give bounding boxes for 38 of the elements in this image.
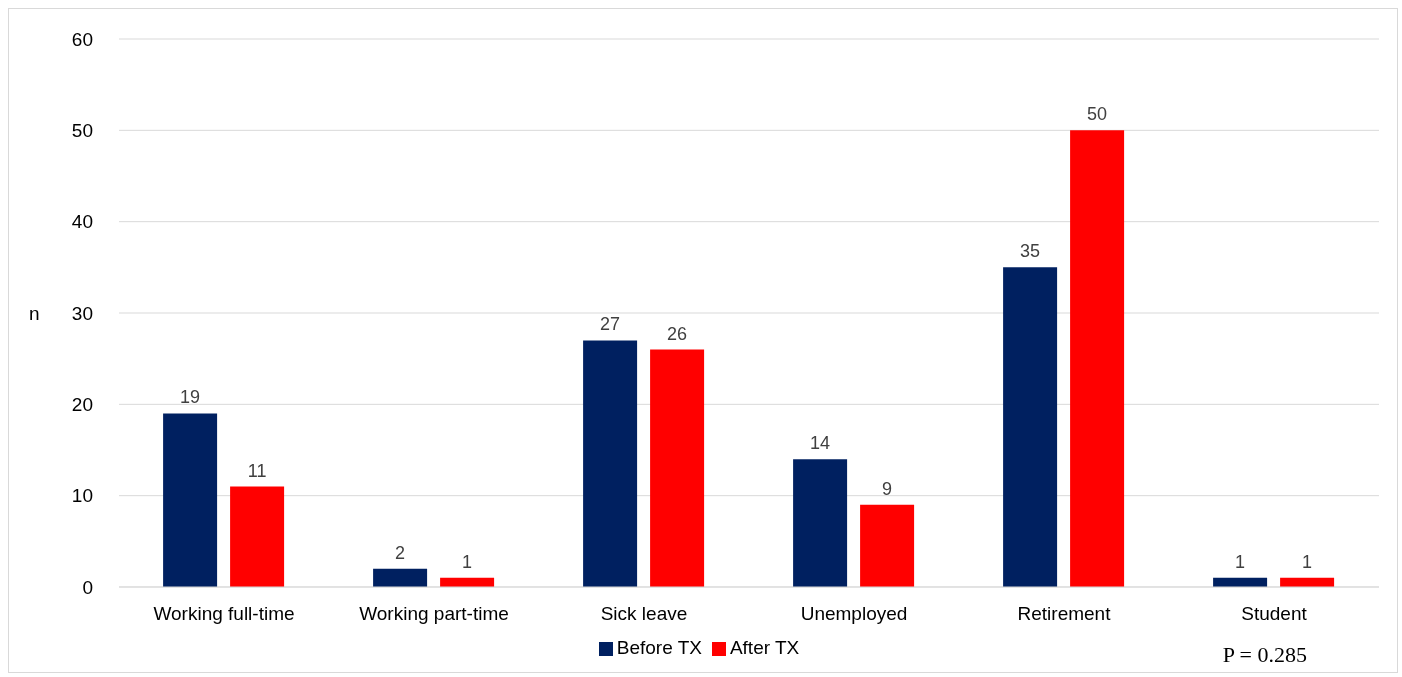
bar (860, 504, 915, 587)
data-label: 50 (1087, 104, 1108, 125)
y-tick-label: 60 (71, 28, 93, 50)
legend-label: After TX (729, 637, 800, 658)
y-tick-label: 30 (71, 302, 93, 324)
x-tick-label: Retirement (1017, 603, 1112, 625)
bar (1070, 130, 1125, 587)
data-label: 9 (882, 478, 893, 499)
y-tick-label: 0 (82, 576, 93, 598)
x-tick-label: Student (1241, 603, 1308, 625)
data-label: 1 (1235, 551, 1246, 572)
y-axis-title: n (29, 302, 40, 324)
data-label: 2 (395, 542, 406, 563)
bar (163, 413, 218, 587)
text: P = 0.285 (1222, 642, 1307, 668)
data-label: 26 (667, 323, 688, 344)
bar (373, 568, 428, 587)
data-label: 27 (600, 314, 621, 335)
bar (583, 340, 638, 587)
bar (793, 459, 848, 587)
data-label: 35 (1020, 241, 1041, 262)
y-tick-label: 40 (71, 211, 93, 233)
x-tick-label: Working full-time (153, 603, 295, 625)
x-tick-label: Unemployed (800, 603, 908, 625)
data-label: 1 (1302, 551, 1313, 572)
data-label: 11 (247, 460, 267, 481)
data-label: 19 (180, 387, 201, 408)
y-tick-label: 20 (71, 394, 93, 416)
data-label: 14 (810, 433, 831, 454)
data-label: 1 (462, 551, 473, 572)
legend-label: Before TX (616, 637, 702, 658)
x-tick-label: Sick leave (600, 603, 688, 625)
bar (1003, 267, 1058, 587)
bar (650, 349, 705, 587)
bar (230, 486, 285, 587)
x-tick-label: Working part-time (359, 603, 509, 625)
y-tick-label: 10 (71, 485, 93, 507)
y-tick-label: 50 (71, 120, 93, 142)
